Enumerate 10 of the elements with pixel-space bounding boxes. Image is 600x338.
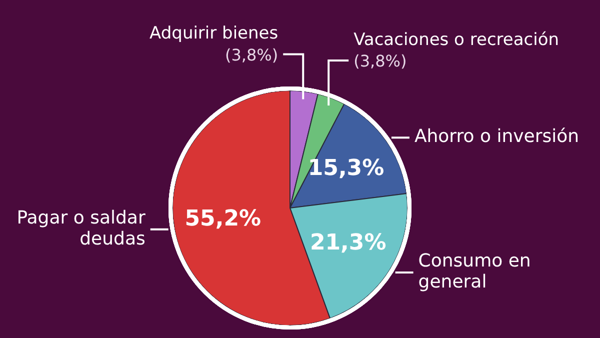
slice-label: Consumo en general [418, 250, 531, 293]
data-label: 21,3% [310, 230, 386, 256]
slice-label: Adquirir bienes [150, 24, 278, 44]
data-label: (3,8%) [224, 45, 278, 64]
slice-label: Pagar o saldar deudas [16, 208, 146, 250]
slice-label: Ahorro o inversión [414, 126, 580, 148]
slice-label: Vacaciones o recreación [354, 30, 560, 50]
data-label: (3,8%) [354, 52, 407, 71]
data-label: 55,2% [184, 206, 262, 232]
data-label: 15,3% [308, 156, 384, 181]
